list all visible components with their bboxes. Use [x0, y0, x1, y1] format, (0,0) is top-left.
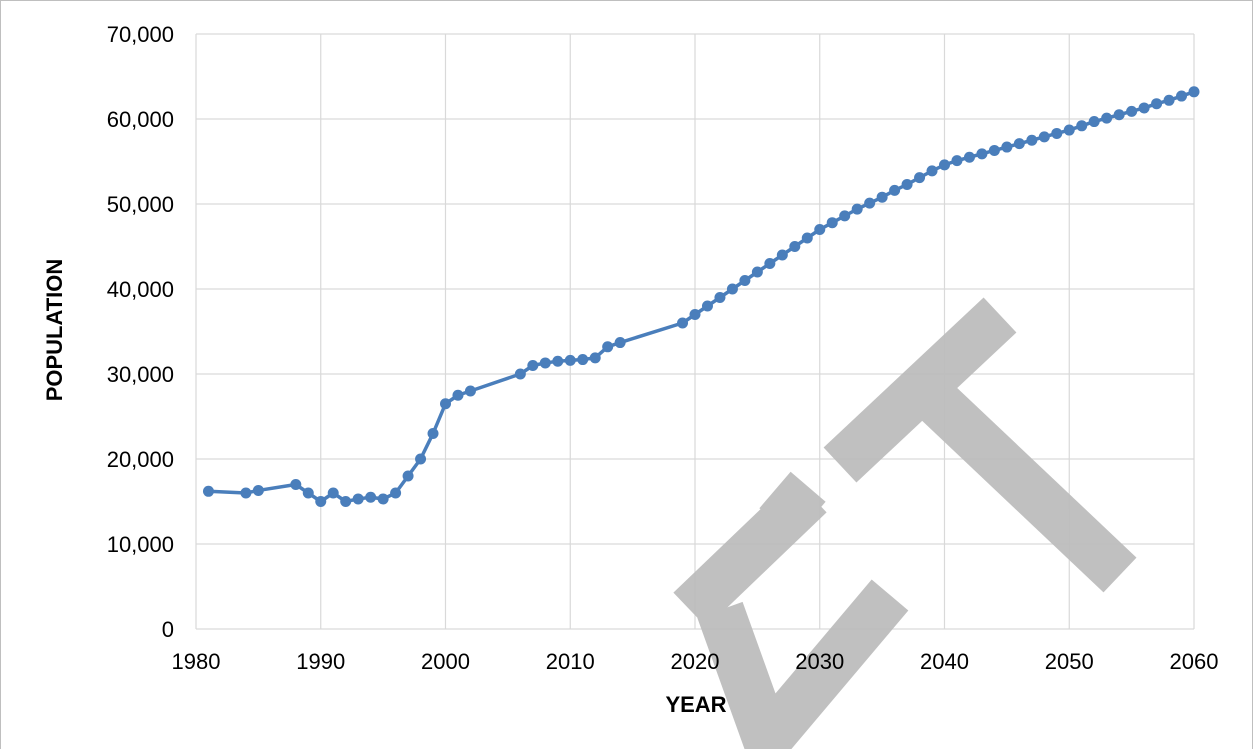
y-tick-label: 50,000 [107, 192, 174, 217]
data-point [327, 487, 339, 499]
data-point [452, 389, 464, 401]
data-point [789, 241, 801, 252]
data-point [814, 224, 826, 235]
data-point [415, 453, 427, 465]
data-point [402, 470, 414, 482]
data-point [939, 159, 950, 171]
data-point [751, 266, 763, 278]
y-axis-label: POPULATION [42, 259, 67, 402]
data-point [826, 217, 838, 229]
data-point [764, 258, 776, 269]
y-tick-label: 0 [162, 617, 174, 642]
data-point [514, 368, 526, 380]
data-point [1026, 134, 1038, 146]
data-point [976, 148, 988, 160]
data-point [377, 493, 389, 505]
data-point [1188, 86, 1200, 98]
x-tick-label: 2060 [1170, 649, 1219, 674]
x-tick-label: 2050 [1045, 649, 1094, 674]
data-point [302, 487, 314, 499]
x-tick-label: 2030 [795, 649, 844, 674]
x-tick-label: 2000 [421, 649, 470, 674]
data-point [689, 309, 701, 320]
data-point [1088, 116, 1100, 128]
data-point [776, 249, 788, 261]
x-tick-label: 2040 [920, 649, 969, 674]
data-point [726, 283, 738, 295]
data-point [914, 172, 926, 184]
x-tick-label: 1990 [296, 649, 345, 674]
y-tick-label: 20,000 [107, 447, 174, 472]
data-point [839, 210, 851, 222]
y-tick-label: 30,000 [107, 362, 174, 387]
data-point [464, 385, 476, 397]
data-point [1051, 127, 1063, 139]
data-point [1163, 94, 1175, 106]
data-point [365, 491, 377, 503]
data-point [1001, 141, 1013, 153]
data-point [1113, 109, 1125, 121]
data-point [864, 197, 876, 209]
data-point [988, 144, 1000, 156]
draft-watermark [673, 297, 1137, 754]
data-point [1126, 105, 1138, 117]
data-point [527, 360, 539, 371]
data-point [1013, 138, 1025, 150]
data-point [577, 354, 589, 366]
data-point [589, 352, 601, 364]
data-point [951, 155, 963, 167]
data-point [427, 428, 439, 439]
data-point [252, 484, 264, 496]
data-point [539, 357, 551, 369]
x-tick-label: 2020 [671, 649, 720, 674]
y-tick-label: 70,000 [107, 22, 174, 47]
data-point [202, 485, 214, 497]
data-point [1176, 90, 1188, 102]
data-point [340, 496, 352, 507]
x-axis-label: YEAR [665, 692, 726, 717]
data-point [1063, 124, 1075, 136]
data-point [390, 487, 402, 499]
data-point [240, 487, 252, 499]
data-point [290, 479, 302, 490]
data-point [1101, 112, 1113, 124]
y-tick-label: 40,000 [107, 277, 174, 302]
data-point [1038, 131, 1050, 143]
data-point [614, 337, 626, 349]
data-point [552, 355, 564, 367]
data-point [901, 178, 913, 190]
x-tick-label: 2010 [546, 649, 595, 674]
data-point [889, 184, 901, 196]
data-point [851, 203, 863, 215]
data-point [801, 232, 813, 244]
data-point [677, 317, 689, 329]
data-point [1138, 102, 1150, 114]
y-tick-label: 60,000 [107, 107, 174, 132]
data-point [1076, 120, 1088, 132]
data-point [701, 300, 713, 312]
data-point [876, 191, 888, 203]
data-point [963, 151, 975, 163]
data-point [602, 341, 614, 353]
data-point [714, 292, 726, 303]
series-line [208, 90, 1195, 504]
data-point [1151, 98, 1163, 110]
data-point [315, 496, 327, 507]
x-tick-label: 1980 [172, 649, 221, 674]
data-point [739, 275, 751, 286]
data-point [564, 354, 576, 366]
data-point [440, 398, 451, 410]
data-point [926, 165, 938, 177]
y-tick-label: 10,000 [107, 532, 174, 557]
data-point [352, 493, 364, 505]
